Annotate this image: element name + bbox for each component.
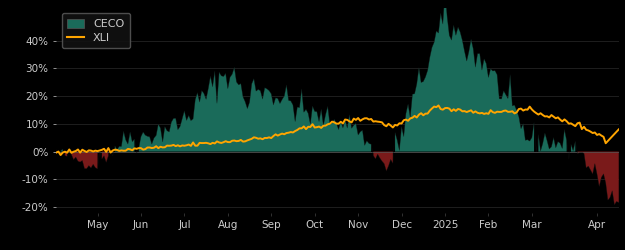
- Legend: CECO, XLI: CECO, XLI: [62, 13, 130, 49]
